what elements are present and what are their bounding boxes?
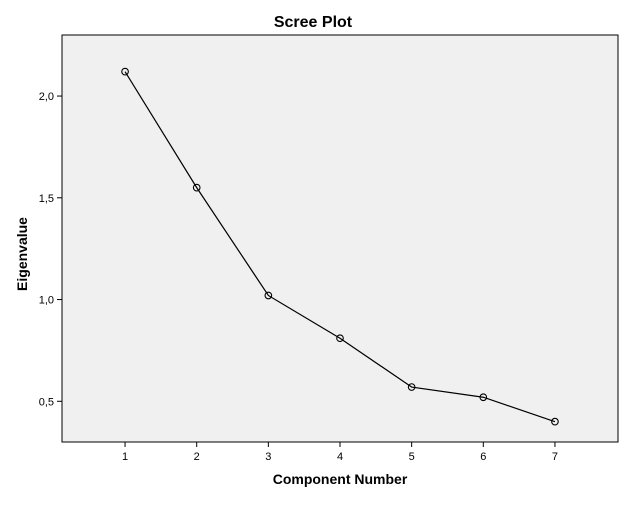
data-point	[551, 417, 559, 426]
series-line	[124, 71, 556, 423]
data-point	[479, 393, 488, 402]
data-point	[336, 334, 344, 343]
y-tick-label: 2,0	[39, 91, 54, 103]
x-tick-label: 2	[194, 451, 200, 463]
x-tick-label: 1	[122, 451, 128, 463]
y-tick-label: 1,5	[39, 193, 54, 205]
x-tick-label: 3	[265, 451, 271, 463]
data-point	[407, 383, 416, 391]
x-tick-label: 7	[552, 451, 558, 463]
y-tick-label: 1,0	[39, 295, 54, 307]
x-axis-label: Component Number	[273, 471, 408, 487]
x-tick-label: 5	[409, 451, 415, 463]
data-point	[192, 183, 201, 192]
x-axis-ticks: 1 2 3 4 5 6 7	[122, 442, 558, 463]
chart-title: Scree Plot	[274, 14, 353, 31]
series-group	[121, 67, 559, 426]
x-tick-label: 6	[480, 451, 486, 463]
y-axis-label: Eigenvalue	[14, 217, 30, 291]
plot-area	[61, 34, 619, 443]
y-axis-ticks: 0,5 1,0 1,5 2,0	[39, 91, 62, 408]
data-point	[121, 67, 129, 76]
x-tick-label: 4	[337, 451, 343, 463]
y-tick-label: 0,5	[39, 396, 54, 408]
data-point	[264, 291, 273, 300]
